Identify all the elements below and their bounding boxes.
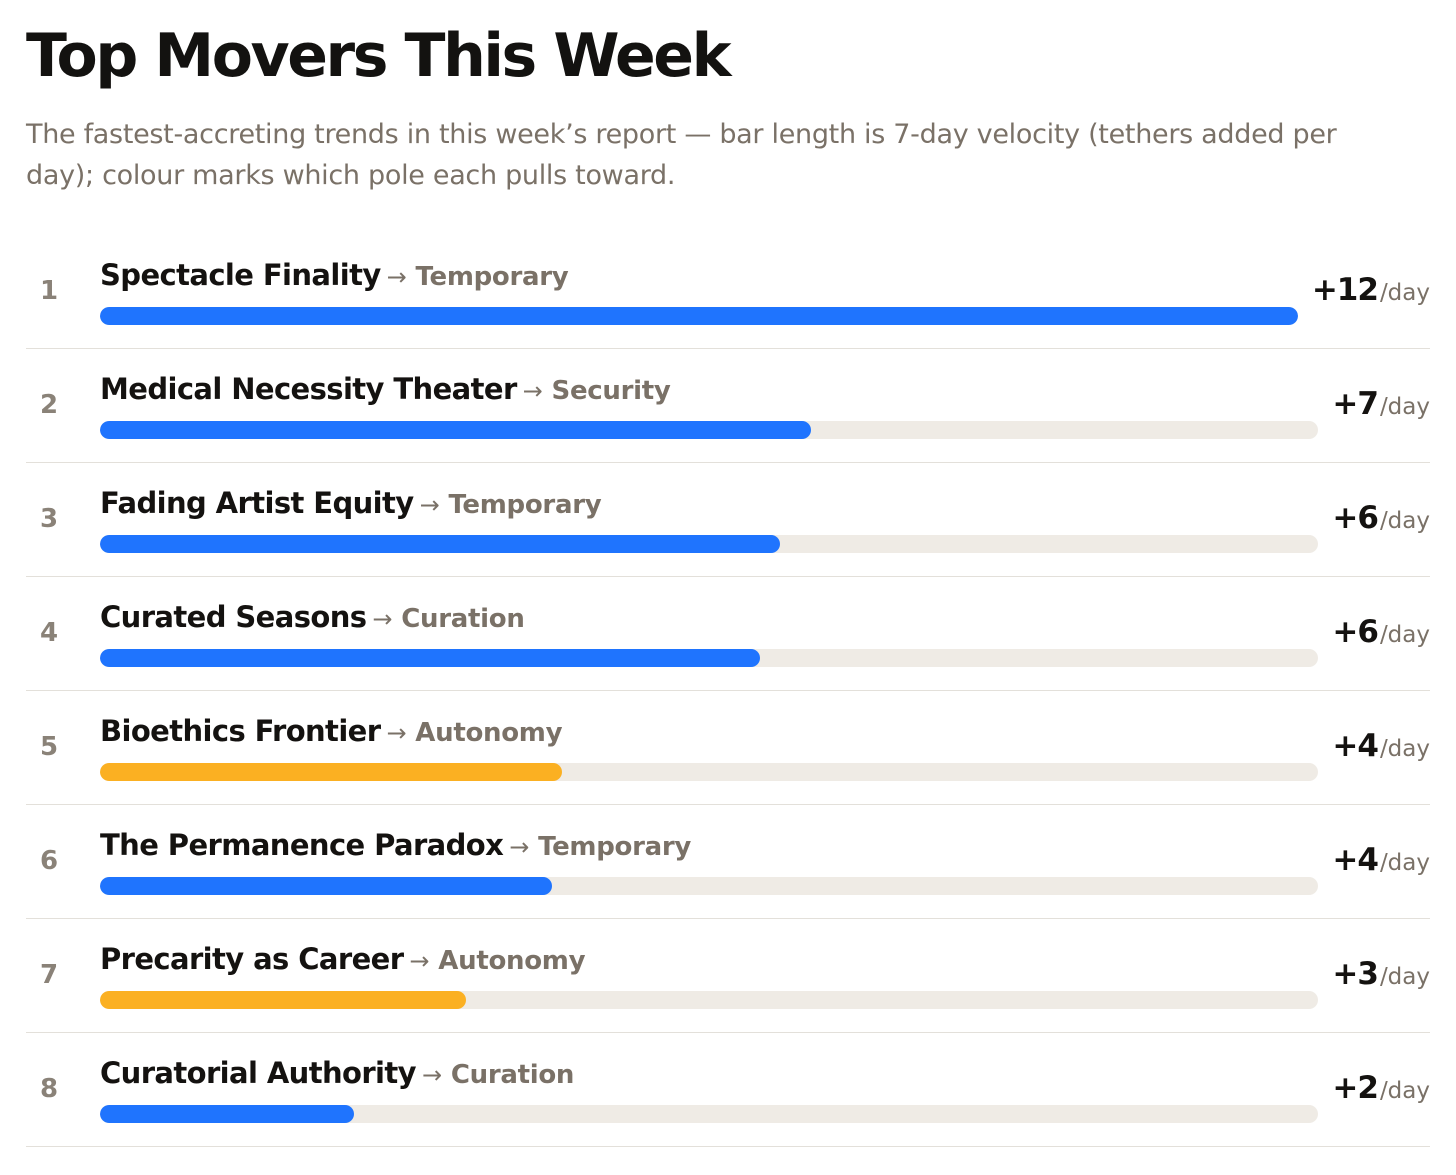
pole-label: Curation [442, 1060, 575, 1090]
bar-track [100, 877, 1319, 895]
velocity-unit: /day [1379, 850, 1430, 876]
velocity-unit: /day [1379, 394, 1430, 420]
velocity-number: +4 [1332, 842, 1379, 878]
row-label: Curatorial Authority → Curation [100, 1053, 574, 1098]
velocity-unit: /day [1379, 622, 1430, 648]
velocity-number: +7 [1332, 386, 1379, 422]
velocity-number: +4 [1332, 728, 1379, 764]
bar-track [100, 649, 1319, 667]
table-row: 8 Curatorial Authority → Curation +2/day [26, 1033, 1430, 1147]
bar-fill [100, 763, 562, 781]
velocity-number: +6 [1332, 500, 1379, 536]
velocity-value: +3/day [1332, 951, 1430, 1002]
row-rank: 2 [40, 390, 59, 420]
bar-fill [100, 535, 781, 553]
velocity-value: +12/day [1312, 267, 1430, 318]
bar-fill [100, 649, 760, 667]
velocity-number: +12 [1311, 272, 1379, 308]
row-label: Precarity as Career → Autonomy [100, 939, 586, 984]
pole-label: Temporary [439, 490, 602, 520]
arrow-icon: → [372, 605, 393, 633]
table-row: 5 Bioethics Frontier → Autonomy +4/day [26, 691, 1430, 805]
velocity-value: +2/day [1332, 1065, 1430, 1116]
bar-fill [100, 1105, 354, 1123]
bar-track [100, 1105, 1319, 1123]
bar-track [100, 763, 1319, 781]
table-row: 2 Medical Necessity Theater → Security +7/d… [26, 349, 1430, 463]
row-rank: 8 [40, 1074, 59, 1104]
trend-name: Precarity as Career [100, 942, 404, 976]
pole-label: Autonomy [406, 718, 563, 748]
row-label: Bioethics Frontier → Autonomy [100, 711, 563, 756]
velocity-unit: /day [1379, 280, 1430, 306]
page-title: Top Movers This Week [26, 21, 731, 91]
trend-name: Bioethics Frontier [100, 714, 381, 748]
arrow-icon: → [509, 833, 530, 861]
pole-label: Temporary [529, 832, 692, 862]
velocity-number: +3 [1332, 956, 1379, 992]
trend-name: Curated Seasons [100, 600, 367, 634]
bar-track [100, 421, 1319, 439]
velocity-unit: /day [1379, 508, 1430, 534]
velocity-unit: /day [1379, 1078, 1430, 1104]
velocity-number: +6 [1332, 614, 1379, 650]
arrow-icon: → [522, 377, 543, 405]
page-subtitle: The fastest-accreting trends in this wee… [26, 119, 1337, 191]
bar-fill [100, 877, 552, 895]
bar-track [100, 535, 1319, 553]
velocity-number: +2 [1332, 1070, 1379, 1106]
velocity-unit: /day [1379, 736, 1430, 762]
pole-label: Temporary [406, 262, 569, 292]
row-rank: 1 [40, 276, 59, 306]
velocity-unit: /day [1379, 964, 1430, 990]
velocity-value: +6/day [1332, 609, 1430, 660]
row-rank: 3 [40, 504, 59, 534]
bar-fill [100, 421, 811, 439]
trend-name: Medical Necessity Theater [100, 372, 517, 406]
trend-name: Curatorial Authority [100, 1056, 417, 1090]
velocity-value: +4/day [1332, 837, 1430, 888]
table-row: 1 Spectacle Finality → Temporary +12/day [26, 235, 1430, 349]
table-row: 4 Curated Seasons → Curation +6/day [26, 577, 1430, 691]
velocity-value: +7/day [1332, 381, 1430, 432]
row-rank: 7 [40, 960, 59, 990]
trend-name: Spectacle Finality [100, 258, 381, 292]
trend-name: The Permanence Paradox [100, 828, 504, 862]
pole-label: Curation [392, 604, 525, 634]
row-label: Fading Artist Equity → Temporary [100, 483, 602, 528]
table-row: 6 The Permanence Paradox → Temporary +4/day [26, 805, 1430, 919]
row-label: Curated Seasons → Curation [100, 597, 525, 642]
row-label: Spectacle Finality → Temporary [100, 255, 569, 300]
movers-list: 1 Spectacle Finality → Temporary +12/day 2 Me… [26, 235, 1430, 1147]
velocity-value: +6/day [1332, 495, 1430, 546]
pole-label: Autonomy [429, 946, 586, 976]
row-label: The Permanence Paradox → Temporary [100, 825, 691, 870]
bar-track [100, 307, 1298, 325]
arrow-icon: → [386, 719, 407, 747]
row-rank: 6 [40, 846, 59, 876]
table-row: 3 Fading Artist Equity → Temporary +6/day [26, 463, 1430, 577]
pole-label: Security [542, 376, 671, 406]
arrow-icon: → [409, 947, 430, 975]
row-label: Medical Necessity Theater → Security [100, 369, 671, 414]
velocity-value: +4/day [1332, 723, 1430, 774]
bar-track [100, 991, 1319, 1009]
bar-fill [100, 307, 1298, 325]
bar-fill [100, 991, 466, 1009]
arrow-icon: → [421, 1061, 443, 1089]
row-rank: 4 [40, 618, 59, 648]
arrow-icon: → [386, 263, 407, 291]
trend-name: Fading Artist Equity [100, 486, 414, 520]
arrow-icon: → [419, 491, 440, 519]
table-row: 7 Precarity as Career → Autonomy +3/day [26, 919, 1430, 1033]
row-rank: 5 [40, 732, 59, 762]
